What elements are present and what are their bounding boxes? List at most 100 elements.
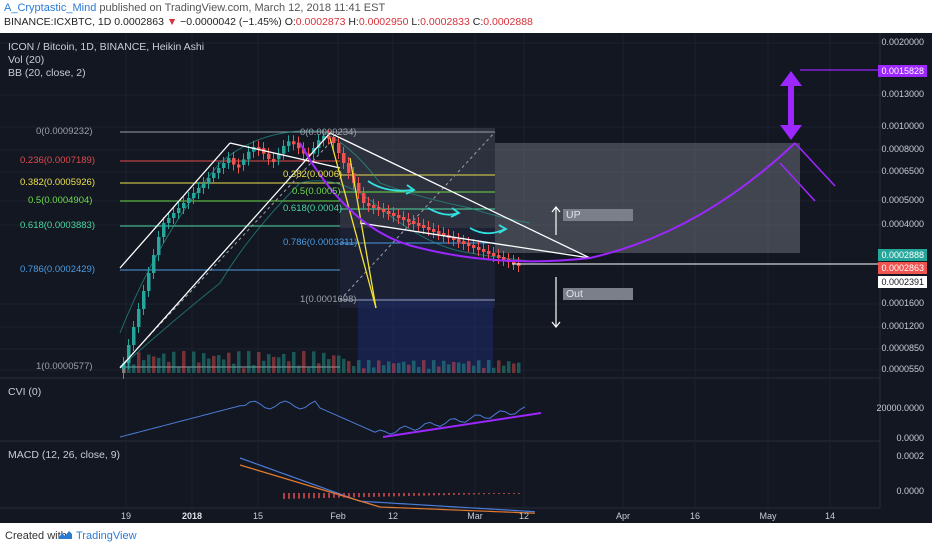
candle: [162, 217, 166, 243]
chart-canvas[interactable]: [0, 33, 932, 523]
macd-hist-bar: [283, 493, 285, 499]
volume-bar: [497, 360, 501, 373]
price-tick: 0.0004000: [881, 219, 924, 229]
volume-bar: [167, 361, 171, 373]
volume-bar: [407, 364, 411, 373]
volume-bar: [252, 365, 256, 373]
last-price-tag: 0.0002863: [878, 262, 927, 274]
high-label: H:: [348, 16, 359, 28]
macd-hist-bar: [513, 493, 515, 494]
candle: [147, 267, 151, 297]
volume-bar: [237, 351, 241, 373]
volume-bar: [312, 351, 316, 373]
volume-bar: [367, 360, 371, 373]
volume-bar: [142, 360, 146, 373]
volume-bar: [442, 360, 446, 373]
close-value: 0.0002888: [483, 16, 533, 28]
macd-hist-bar: [353, 493, 355, 498]
candle: [222, 157, 226, 174]
macd-hist-bar: [298, 493, 300, 499]
candle: [502, 251, 506, 266]
candle: [367, 197, 371, 212]
date-tick: 12: [518, 511, 530, 521]
volume-bar: [462, 363, 466, 373]
volume-bar: [517, 362, 521, 373]
fib-label: 0.5(0.0005): [292, 186, 341, 197]
down-arrow-icon: ▼: [166, 16, 178, 28]
tradingview-link[interactable]: TradingView: [76, 530, 137, 542]
macd-hist-bar: [488, 493, 490, 495]
volume-bar: [382, 365, 386, 373]
cvi-legend[interactable]: CVI (0): [8, 386, 42, 398]
candle: [432, 223, 436, 238]
volume-bar: [147, 354, 151, 373]
candle: [257, 140, 261, 156]
volume-bar: [392, 363, 396, 373]
candle: [372, 199, 376, 214]
volume-bar: [452, 361, 456, 373]
candle: [412, 215, 416, 230]
macd-hist-bar: [463, 493, 465, 495]
volume-bar: [477, 360, 481, 373]
macd-hist-bar: [493, 493, 495, 494]
macd-hist-bar: [403, 493, 405, 497]
macd-hist-bar: [358, 493, 360, 498]
macd-hist-bar: [328, 493, 330, 498]
candle: [482, 243, 486, 258]
volume-bar: [467, 361, 471, 373]
date-tick: 14: [824, 511, 836, 521]
macd-hist-bar: [443, 493, 445, 496]
volume-bar: [122, 369, 126, 373]
volume-bar: [482, 367, 486, 373]
volume-bar: [157, 357, 161, 373]
macd-histogram: [283, 493, 520, 499]
candle: [472, 239, 476, 254]
volume-bar: [132, 364, 136, 373]
footer: Created with TradingView: [0, 523, 932, 550]
fib-label: 0.382(0.0006): [283, 169, 343, 180]
out-box: [563, 288, 633, 300]
change-value: −0.0000042 (−1.45%): [180, 16, 282, 28]
macd-hist-bar: [503, 493, 505, 494]
open-value: 0.0002873: [295, 16, 346, 28]
bb-legend[interactable]: BB (20, close, 2): [8, 67, 86, 79]
macd-hist-bar: [333, 493, 335, 498]
volume-bar: [427, 368, 431, 373]
candle: [417, 217, 421, 232]
symbol-label: BINANCE:ICXBTC, 1D: [4, 16, 112, 28]
macd-hist-bar: [448, 493, 450, 496]
close-price-tag: 0.0002888: [878, 249, 927, 261]
price-tick: 0.0001200: [881, 321, 924, 331]
open-label: O:: [284, 16, 296, 28]
macd-legend[interactable]: MACD (12, 26, close, 9): [8, 449, 121, 461]
candle: [232, 152, 236, 171]
volume-bar: [212, 355, 216, 373]
candle: [137, 303, 141, 333]
candle: [177, 202, 181, 219]
volume-bar: [347, 360, 351, 373]
vol-legend[interactable]: Vol (20): [8, 54, 45, 66]
macd-tick: 0.0002: [896, 451, 924, 461]
date-tick: May: [759, 511, 777, 521]
candle: [157, 231, 161, 261]
candle: [272, 152, 276, 168]
macd-hist-bar: [508, 493, 510, 494]
price-tick: 0.0020000: [881, 37, 924, 47]
fib-label: 0.236(0.0007189): [20, 155, 96, 166]
volume-bar: [487, 360, 491, 373]
chart-panel[interactable]: ICON / Bitcoin, 1D, BINANCE, Heikin Ashi…: [0, 33, 932, 523]
volume-bar: [277, 357, 281, 373]
candle: [452, 231, 456, 246]
volume-bar: [317, 363, 321, 373]
volume-bar: [282, 353, 286, 373]
author-link[interactable]: A_Cryptastic_Mind: [4, 2, 97, 14]
cvi-tick: 20000.0000: [876, 403, 924, 413]
volume-bar: [177, 366, 181, 373]
candle: [277, 147, 281, 166]
candle: [187, 192, 191, 209]
close-label: C:: [472, 16, 484, 28]
candle: [192, 187, 196, 204]
macd-hist-bar: [348, 493, 350, 498]
macd-hist-bar: [388, 493, 390, 497]
candle: [132, 321, 136, 351]
